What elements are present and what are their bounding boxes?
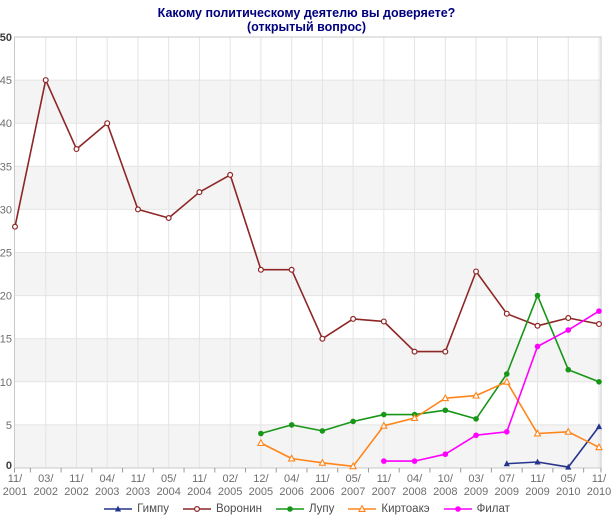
legend-label-ghimpu: Гимпу xyxy=(137,503,169,515)
svg-text:04/: 04/ xyxy=(284,473,300,485)
x-axis-labels: 11/200103/200211/200204/200311/200305/20… xyxy=(3,473,611,498)
chart-title: Какому политическому деятелю вы доверяет… xyxy=(0,6,613,34)
svg-text:11/: 11/ xyxy=(69,473,84,485)
svg-text:11/: 11/ xyxy=(592,473,607,485)
svg-text:02/: 02/ xyxy=(223,473,239,485)
svg-text:2004: 2004 xyxy=(187,486,211,498)
svg-text:25: 25 xyxy=(0,248,12,260)
legend-marker-voronin-icon xyxy=(182,505,211,513)
svg-text:2009: 2009 xyxy=(495,486,519,498)
series-line-voronin xyxy=(14,79,600,353)
svg-text:2003: 2003 xyxy=(126,486,150,498)
series-ghimpu xyxy=(503,423,603,470)
chart-title-line1: Какому политическому деятелю вы доверяет… xyxy=(157,6,456,20)
svg-text:2006: 2006 xyxy=(310,486,334,498)
legend-item-chirtoaca: Киртоакэ xyxy=(347,503,430,515)
svg-text:2007: 2007 xyxy=(372,486,396,498)
x-axis-ticks xyxy=(14,468,602,473)
svg-text:11/: 11/ xyxy=(530,473,545,485)
series-voronin xyxy=(12,77,602,355)
svg-text:40: 40 xyxy=(0,118,12,130)
svg-text:11/: 11/ xyxy=(192,473,207,485)
svg-text:11/: 11/ xyxy=(131,473,146,485)
legend-label-lupu: Лупу xyxy=(308,503,335,515)
svg-text:35: 35 xyxy=(0,161,12,173)
svg-text:50: 50 xyxy=(0,32,12,44)
legend-item-lupu: Лупу xyxy=(275,503,334,515)
series-lupu xyxy=(258,292,602,437)
plot-area: 0510152025303540455011/200103/200211/200… xyxy=(0,32,611,498)
svg-text:0: 0 xyxy=(6,460,12,472)
series-chirtoaca xyxy=(256,377,603,470)
svg-text:2008: 2008 xyxy=(433,486,457,498)
svg-text:20: 20 xyxy=(0,291,12,303)
legend-marker-lupu-icon xyxy=(275,506,304,512)
svg-text:2010: 2010 xyxy=(556,486,580,498)
legend-label-voronin: Воронин xyxy=(215,503,262,515)
svg-text:2004: 2004 xyxy=(156,486,180,498)
series-line-chirtoaca xyxy=(260,381,600,468)
svg-text:2006: 2006 xyxy=(279,486,303,498)
y-axis-labels: 0 5 10 15 20 25 30 35 40 45 50 xyxy=(0,32,12,472)
series-line-lupu xyxy=(260,294,600,435)
series-line-ghimpu xyxy=(506,426,600,468)
svg-text:07/: 07/ xyxy=(499,473,515,485)
legend-label-filat: Филат xyxy=(476,503,510,515)
svg-text:11/: 11/ xyxy=(315,473,330,485)
gridlines xyxy=(14,37,601,468)
svg-text:2002: 2002 xyxy=(64,486,88,498)
plot-border xyxy=(14,36,602,469)
legend: Гимпу Воронин Лупу Киртоакэ Филат xyxy=(0,500,613,518)
svg-text:12/: 12/ xyxy=(253,473,269,485)
svg-text:2010: 2010 xyxy=(587,486,611,498)
svg-text:2002: 2002 xyxy=(33,486,57,498)
svg-text:45: 45 xyxy=(0,75,12,87)
svg-text:15: 15 xyxy=(0,334,12,346)
svg-text:2005: 2005 xyxy=(249,486,273,498)
legend-item-voronin: Воронин xyxy=(182,503,262,515)
svg-text:10/: 10/ xyxy=(438,473,454,485)
svg-text:04/: 04/ xyxy=(407,473,423,485)
svg-text:10: 10 xyxy=(0,377,12,389)
legend-marker-filat-icon xyxy=(443,506,472,512)
series-filat xyxy=(381,308,602,464)
svg-text:2009: 2009 xyxy=(525,486,549,498)
chart-title-line2: (открытый вопрос) xyxy=(246,20,367,34)
legend-item-filat: Филат xyxy=(443,503,510,515)
svg-text:30: 30 xyxy=(0,204,12,216)
svg-text:03/: 03/ xyxy=(38,473,54,485)
legend-item-ghimpu: Гимпу xyxy=(103,503,169,515)
legend-marker-chirtoaca-icon xyxy=(348,504,377,512)
legend-marker-ghimpu-icon xyxy=(104,505,133,512)
svg-text:05/: 05/ xyxy=(345,473,361,485)
svg-text:05/: 05/ xyxy=(161,473,177,485)
svg-text:03/: 03/ xyxy=(468,473,484,485)
svg-text:11/: 11/ xyxy=(8,473,23,485)
svg-text:2009: 2009 xyxy=(464,486,488,498)
plot-bands xyxy=(14,80,601,468)
svg-text:2007: 2007 xyxy=(341,486,365,498)
svg-text:2001: 2001 xyxy=(3,486,27,498)
svg-text:2008: 2008 xyxy=(402,486,426,498)
series-line-filat xyxy=(383,310,600,462)
svg-text:2005: 2005 xyxy=(218,486,242,498)
svg-text:05/: 05/ xyxy=(561,473,577,485)
legend-label-chirtoaca: Киртоакэ xyxy=(381,503,430,515)
svg-text:11/: 11/ xyxy=(377,473,392,485)
svg-text:2003: 2003 xyxy=(95,486,119,498)
svg-text:5: 5 xyxy=(6,420,12,432)
svg-text:04/: 04/ xyxy=(100,473,116,485)
